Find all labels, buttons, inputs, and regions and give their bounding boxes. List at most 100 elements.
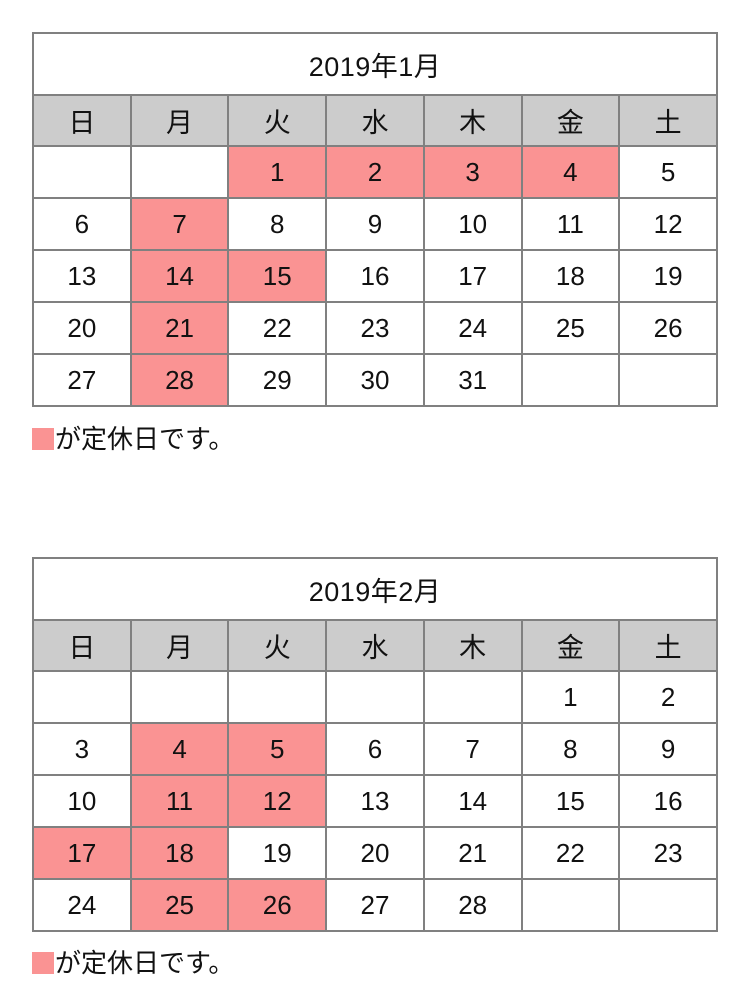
calendar-title: 2019年1月 bbox=[32, 32, 718, 96]
day-cell: 4 bbox=[520, 145, 621, 199]
calendar-week-row: 1 2 3 4 5 bbox=[32, 145, 718, 199]
day-cell: 17 bbox=[32, 826, 132, 880]
calendar-table: 2019年2月 日 月 火 水 木 金 土 1 bbox=[32, 557, 718, 932]
day-cell: 8 bbox=[520, 722, 621, 776]
day-cell: 22 bbox=[227, 301, 328, 355]
day-cell: 10 bbox=[32, 774, 132, 828]
day-cell: 3 bbox=[32, 722, 132, 776]
calendar-table: 2019年1月 日 月 火 水 木 金 土 1 2 3 4 bbox=[32, 32, 718, 407]
day-cell: 1 bbox=[227, 145, 328, 199]
day-cell: 11 bbox=[129, 774, 230, 828]
legend-color-swatch-icon bbox=[32, 952, 54, 974]
day-cell bbox=[618, 878, 718, 932]
weekday-header-wed: 水 bbox=[325, 619, 425, 672]
day-cell: 14 bbox=[129, 249, 230, 303]
calendar-title-row: 2019年1月 bbox=[32, 32, 718, 96]
legend-label: が定休日です。 bbox=[55, 948, 235, 978]
day-cell: 15 bbox=[227, 249, 328, 303]
calendar-week-row: 3 4 5 6 7 8 9 bbox=[32, 722, 718, 776]
weekday-header-sat: 土 bbox=[618, 94, 718, 147]
day-cell: 5 bbox=[227, 722, 328, 776]
day-cell: 25 bbox=[520, 301, 621, 355]
day-cell: 28 bbox=[129, 353, 230, 407]
day-cell: 20 bbox=[325, 826, 425, 880]
legend-january: が定休日です。 bbox=[32, 424, 234, 454]
weekday-header-sun: 日 bbox=[32, 619, 132, 672]
day-cell: 26 bbox=[227, 878, 328, 932]
day-cell: 24 bbox=[32, 878, 132, 932]
calendar-february: 2019年2月 日 月 火 水 木 金 土 1 bbox=[32, 557, 718, 932]
day-cell: 6 bbox=[32, 197, 132, 251]
day-cell: 14 bbox=[422, 774, 523, 828]
calendar-week-row: 27 28 29 30 31 bbox=[32, 353, 718, 407]
day-cell: 12 bbox=[618, 197, 718, 251]
legend-february: が定休日です。 bbox=[32, 948, 234, 978]
day-cell: 23 bbox=[325, 301, 425, 355]
day-cell: 9 bbox=[325, 197, 425, 251]
calendar-week-row: 13 14 15 16 17 18 19 bbox=[32, 249, 718, 303]
day-cell: 16 bbox=[618, 774, 718, 828]
day-cell: 20 bbox=[32, 301, 132, 355]
weekday-header-tue: 火 bbox=[227, 94, 328, 147]
day-cell: 15 bbox=[520, 774, 621, 828]
day-cell bbox=[422, 670, 523, 724]
calendar-week-row: 17 18 19 20 21 22 23 bbox=[32, 826, 718, 880]
day-cell: 1 bbox=[520, 670, 621, 724]
day-cell bbox=[520, 878, 621, 932]
weekday-header-tue: 火 bbox=[227, 619, 328, 672]
day-cell: 18 bbox=[520, 249, 621, 303]
weekday-header-fri: 金 bbox=[520, 94, 621, 147]
calendar-week-row: 1 2 bbox=[32, 670, 718, 724]
legend-label: が定休日です。 bbox=[55, 424, 235, 454]
calendar-body-0: 2019年1月 日 月 火 水 木 金 土 1 2 3 4 bbox=[32, 32, 718, 407]
day-cell: 5 bbox=[618, 145, 718, 199]
day-cell: 27 bbox=[32, 353, 132, 407]
day-cell: 21 bbox=[422, 826, 523, 880]
legend-color-swatch-icon bbox=[32, 428, 54, 450]
weekday-header-thu: 木 bbox=[422, 94, 523, 147]
calendar-week-row: 10 11 12 13 14 15 16 bbox=[32, 774, 718, 828]
calendar-week-row: 24 25 26 27 28 bbox=[32, 878, 718, 932]
calendar-january: 2019年1月 日 月 火 水 木 金 土 1 2 3 4 bbox=[32, 32, 718, 407]
day-cell: 4 bbox=[129, 722, 230, 776]
day-cell: 30 bbox=[325, 353, 425, 407]
calendar-body-1: 2019年2月 日 月 火 水 木 金 土 1 bbox=[32, 557, 718, 932]
day-cell: 13 bbox=[32, 249, 132, 303]
calendar-title: 2019年2月 bbox=[32, 557, 718, 621]
day-cell: 27 bbox=[325, 878, 425, 932]
day-cell bbox=[129, 670, 230, 724]
day-cell: 19 bbox=[618, 249, 718, 303]
day-cell: 10 bbox=[422, 197, 523, 251]
day-cell: 7 bbox=[129, 197, 230, 251]
weekday-header-sun: 日 bbox=[32, 94, 132, 147]
day-cell: 17 bbox=[422, 249, 523, 303]
day-cell: 23 bbox=[618, 826, 718, 880]
day-cell: 18 bbox=[129, 826, 230, 880]
day-cell: 31 bbox=[422, 353, 523, 407]
day-cell: 2 bbox=[618, 670, 718, 724]
day-cell bbox=[227, 670, 328, 724]
day-cell: 7 bbox=[422, 722, 523, 776]
day-cell: 21 bbox=[129, 301, 230, 355]
day-cell bbox=[32, 145, 132, 199]
day-cell: 19 bbox=[227, 826, 328, 880]
weekday-header-sat: 土 bbox=[618, 619, 718, 672]
day-cell: 22 bbox=[520, 826, 621, 880]
day-cell bbox=[129, 145, 230, 199]
calendar-week-row: 20 21 22 23 24 25 26 bbox=[32, 301, 718, 355]
weekday-header-row: 日 月 火 水 木 金 土 bbox=[32, 619, 718, 672]
weekday-header-thu: 木 bbox=[422, 619, 523, 672]
day-cell: 12 bbox=[227, 774, 328, 828]
day-cell: 29 bbox=[227, 353, 328, 407]
day-cell: 25 bbox=[129, 878, 230, 932]
day-cell: 11 bbox=[520, 197, 621, 251]
calendar-title-row: 2019年2月 bbox=[32, 557, 718, 621]
weekday-header-row: 日 月 火 水 木 金 土 bbox=[32, 94, 718, 147]
day-cell: 2 bbox=[325, 145, 425, 199]
calendar-week-row: 6 7 8 9 10 11 12 bbox=[32, 197, 718, 251]
day-cell bbox=[325, 670, 425, 724]
day-cell: 3 bbox=[422, 145, 523, 199]
day-cell: 9 bbox=[618, 722, 718, 776]
day-cell bbox=[618, 353, 718, 407]
